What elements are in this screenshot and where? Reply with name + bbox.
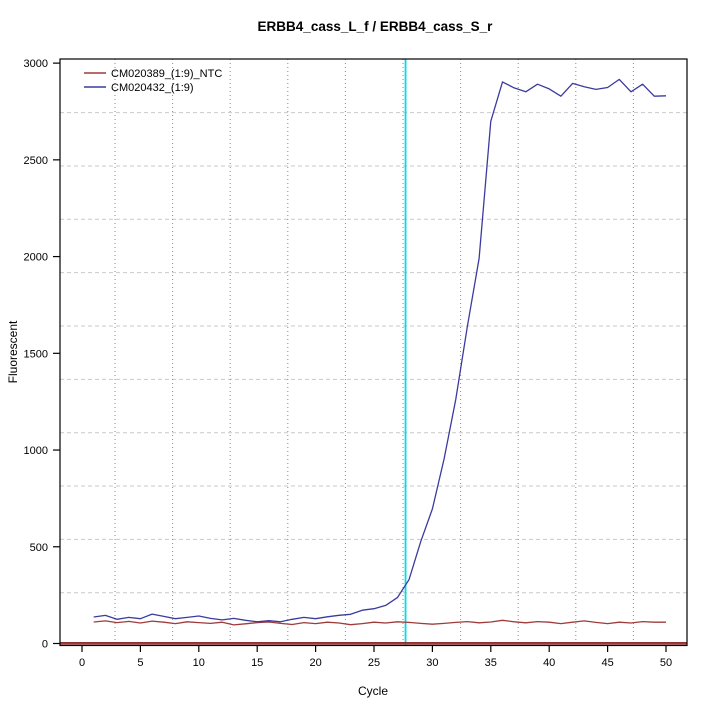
- y-tick-label: 500: [30, 542, 48, 554]
- legend-label-sample: CM020432_(1:9): [111, 82, 194, 94]
- y-tick-label: 2500: [24, 155, 48, 167]
- x-tick-label: 40: [543, 657, 555, 669]
- reference-lines-layer: [60, 59, 687, 646]
- legend: CM020389_(1:9)_NTC CM020432_(1:9): [84, 68, 222, 94]
- x-tick-label: 15: [251, 657, 263, 669]
- y-tick-label: 0: [42, 639, 48, 651]
- x-axis-title: Cycle: [358, 684, 388, 698]
- plot-box: [59, 58, 688, 647]
- y-tick-label: 3000: [24, 58, 48, 70]
- grid-layer: [60, 59, 687, 646]
- series-line-CM020389_(1:9)_NTC: [93, 619, 666, 626]
- series-line-CM020432_(1:9): [93, 78, 667, 623]
- y-tick-label: 2000: [24, 252, 48, 264]
- x-tick-label: 50: [660, 657, 672, 669]
- x-tick-label: 30: [426, 657, 438, 669]
- x-tick-label: 35: [485, 657, 497, 669]
- y-axis-title: Fluorescent: [6, 320, 20, 383]
- series-lines-layer: [93, 78, 667, 626]
- chart-title: ERBB4_cass_L_f / ERBB4_cass_S_r: [258, 19, 494, 34]
- x-tick-label: 0: [79, 657, 85, 669]
- y-tick-label: 1500: [24, 348, 48, 360]
- x-tick-label: 10: [193, 657, 205, 669]
- legend-label-ntc: CM020389_(1:9)_NTC: [111, 68, 222, 80]
- x-tick-label: 25: [368, 657, 380, 669]
- axes-layer: 0 5 10 15 20 25 30 35 40 45 5005001000150020002500…: [24, 58, 673, 669]
- x-tick-label: 20: [309, 657, 321, 669]
- x-tick-label: 5: [137, 657, 143, 669]
- y-tick-label: 1000: [24, 445, 48, 457]
- x-tick-label: 45: [601, 657, 613, 669]
